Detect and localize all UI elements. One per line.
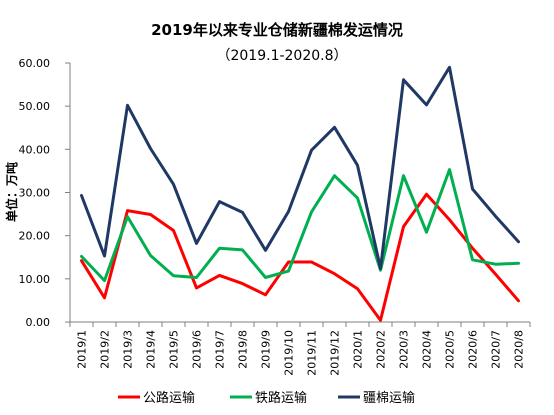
- y-tick-label: 0.00: [26, 316, 51, 329]
- y-tick-label: 60.00: [19, 57, 51, 70]
- legend: 公路运输 铁路运输 疆棉运输: [118, 390, 415, 406]
- series-line: [80, 65, 520, 270]
- series-line: [80, 192, 520, 322]
- x-tick-label: 2020/6: [467, 330, 480, 369]
- axes: [65, 62, 531, 327]
- legend-label: 铁路运输: [255, 390, 307, 406]
- x-tick-label: 2020/1: [352, 330, 365, 369]
- x-axis-ticks: 2019/1 2019/2 2019/3 2019/4 2019/5 2019/6 2019…: [76, 330, 526, 376]
- legend-label: 公路运输: [143, 390, 195, 406]
- y-axis-label: 单位：万吨: [4, 162, 19, 222]
- x-tick-label: 2019/5: [168, 330, 181, 369]
- x-tick-label: 2019/10: [283, 330, 296, 376]
- legend-label: 疆棉运输: [363, 390, 415, 406]
- x-tick-label: 2019/4: [145, 330, 158, 369]
- x-tick-label: 2019/9: [260, 330, 273, 369]
- y-tick-label: 50.00: [19, 100, 51, 113]
- y-tick-label: 10.00: [19, 273, 51, 286]
- x-tick-label: 2019/1: [76, 330, 89, 369]
- series-line: [80, 168, 520, 283]
- x-tick-label: 2019/11: [306, 330, 319, 376]
- x-tick-label: 2019/7: [214, 330, 227, 369]
- x-tick-label: 2020/3: [398, 330, 411, 369]
- x-tick-label: 2020/5: [444, 330, 457, 369]
- x-tick-label: 2019/2: [99, 330, 112, 369]
- x-tick-label: 2019/6: [191, 330, 204, 369]
- x-tick-label: 2020/4: [421, 330, 434, 369]
- series-lines: [80, 65, 520, 322]
- chart-title: 2019年以来专业仓储新疆棉发运情况: [151, 21, 403, 39]
- y-axis-ticks: 0.00 10.00 20.00 30.00 40.00 50.00 60.00: [19, 57, 51, 329]
- y-tick-label: 40.00: [19, 143, 51, 156]
- x-tick-label: 2020/7: [490, 330, 503, 369]
- y-tick-label: 30.00: [19, 187, 51, 200]
- x-tick-label: 2020/8: [513, 330, 526, 369]
- chart-subtitle: （2019.1-2020.8）: [216, 48, 347, 64]
- x-tick-label: 2019/8: [237, 330, 250, 369]
- x-tick-label: 2020/2: [375, 330, 388, 369]
- y-tick-label: 20.00: [19, 230, 51, 243]
- x-tick-label: 2019/12: [329, 330, 342, 376]
- x-tick-label: 2019/3: [122, 330, 135, 369]
